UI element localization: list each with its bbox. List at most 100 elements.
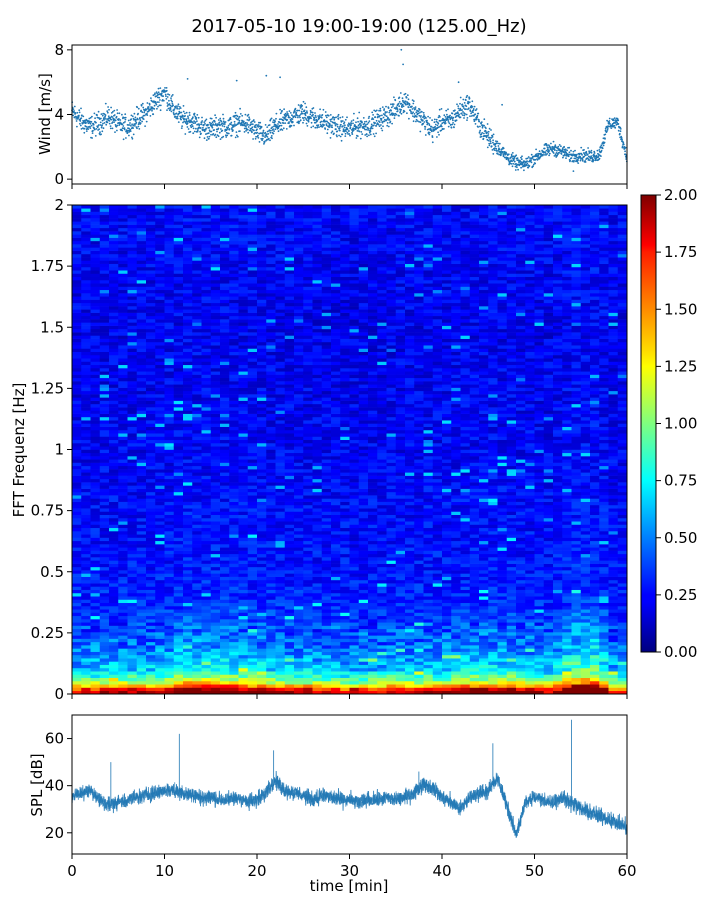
spectrogram-cell (155, 205, 165, 209)
spectrogram-cell (183, 273, 193, 278)
wind-point (170, 95, 173, 97)
spectrogram-cell (72, 407, 82, 411)
spectrogram-cell (220, 240, 230, 245)
spectrogram-cell (183, 315, 193, 320)
spectrogram-cell (155, 641, 165, 646)
wind-point (452, 119, 454, 122)
spectrogram-cell (173, 420, 184, 424)
spectrogram-cell (127, 338, 138, 343)
spectrogram-cell (118, 205, 128, 209)
spectrogram-cell (72, 237, 82, 242)
spectrogram-cell (136, 247, 147, 251)
spectrogram-cell (155, 231, 165, 235)
wind-point (452, 122, 454, 124)
spectrogram-cell (72, 482, 82, 486)
spectrogram-cell (90, 638, 101, 643)
spectrogram-cell (99, 671, 110, 675)
spectrogram-cell (146, 247, 156, 251)
spectrogram-cell (99, 240, 110, 245)
spectrogram-cell (90, 478, 101, 483)
spectrogram-cell (109, 420, 119, 424)
spectrogram-cell (173, 250, 184, 255)
spectrogram-cell (109, 579, 119, 584)
wind-point (340, 123, 342, 126)
spectrogram-cell (81, 498, 91, 502)
spectrogram-cell (99, 279, 110, 284)
spectrogram-cell (90, 651, 101, 656)
wind-point (491, 136, 494, 138)
spectrogram-cell (210, 227, 221, 232)
spectrogram-cell (90, 485, 101, 489)
spectrogram-cell (118, 635, 128, 639)
spectrogram-cell (81, 283, 91, 287)
spectrogram-cell (127, 524, 138, 529)
wind-point (101, 119, 104, 122)
spectrogram-cell (136, 469, 147, 473)
spectrogram-cell (173, 394, 184, 398)
spectrogram-cell (109, 550, 119, 555)
spectrogram-cell (164, 563, 175, 568)
spectrogram-cell (127, 517, 138, 522)
wind-point (480, 121, 483, 123)
wind-point (73, 105, 76, 108)
wind-point (192, 127, 195, 130)
spectrogram-cell (183, 635, 193, 639)
wind-point (257, 137, 260, 139)
spectrogram-cell (155, 279, 165, 284)
spectrogram-cell (164, 658, 175, 662)
spectrogram-cell (210, 677, 221, 682)
wind-point (444, 116, 447, 118)
spectrogram-cell (90, 423, 101, 427)
spectrogram-cell (99, 651, 110, 656)
wind-point (306, 112, 309, 114)
spectrogram-cell (164, 221, 175, 225)
spectrogram-cell (81, 361, 91, 366)
spectrogram-cell (173, 465, 184, 470)
spectrogram-cell (118, 394, 128, 398)
spectrogram-cell (220, 602, 230, 607)
wind-point (129, 128, 132, 131)
spectrogram-cell (183, 589, 193, 594)
spectrogram-cell (210, 514, 221, 519)
spectrogram-cell (164, 377, 175, 382)
spectrogram-cell (201, 315, 212, 320)
spectrogram-cell (109, 680, 119, 685)
wind-point (152, 94, 155, 97)
wind-point (370, 123, 373, 126)
spectrogram-cell (201, 475, 212, 480)
spectrogram-cell (173, 296, 184, 300)
spectrogram-cell (192, 641, 202, 646)
spectrogram-cell (164, 641, 175, 646)
spectrogram-cell (127, 374, 138, 379)
spectrogram-cell (183, 394, 193, 398)
wind-point (206, 136, 209, 138)
wind-point (223, 125, 226, 128)
spectrogram-cell (146, 482, 156, 486)
spectrogram-cell (173, 302, 184, 307)
spectrogram-cell (164, 407, 175, 411)
wind-point (435, 118, 438, 121)
spectrogram-cell (210, 325, 221, 330)
spectrogram-cell (136, 410, 147, 414)
spectrogram-cell (72, 469, 82, 473)
spectrogram-cell (192, 407, 202, 411)
wind-point (412, 120, 415, 123)
spectrogram-cell (146, 550, 156, 555)
spectrogram-cell (201, 420, 212, 424)
spectrogram-cell (118, 674, 128, 678)
spectrogram-cell (136, 472, 147, 476)
spectrogram-cell (173, 361, 184, 366)
wind-point (272, 132, 275, 135)
spectrogram-cell (109, 345, 119, 349)
wind-point (92, 129, 94, 132)
spectrogram-cell (155, 328, 165, 333)
spectrogram-cell (146, 602, 156, 607)
spectrogram-cell (164, 544, 175, 548)
spectrogram-cell (136, 534, 147, 538)
spectrogram-cell (81, 279, 91, 284)
wind-point (281, 109, 283, 112)
spectrogram-cell (136, 214, 147, 219)
wind-point (402, 63, 404, 66)
spectrogram-cell (146, 517, 156, 522)
wind-point (286, 119, 289, 121)
